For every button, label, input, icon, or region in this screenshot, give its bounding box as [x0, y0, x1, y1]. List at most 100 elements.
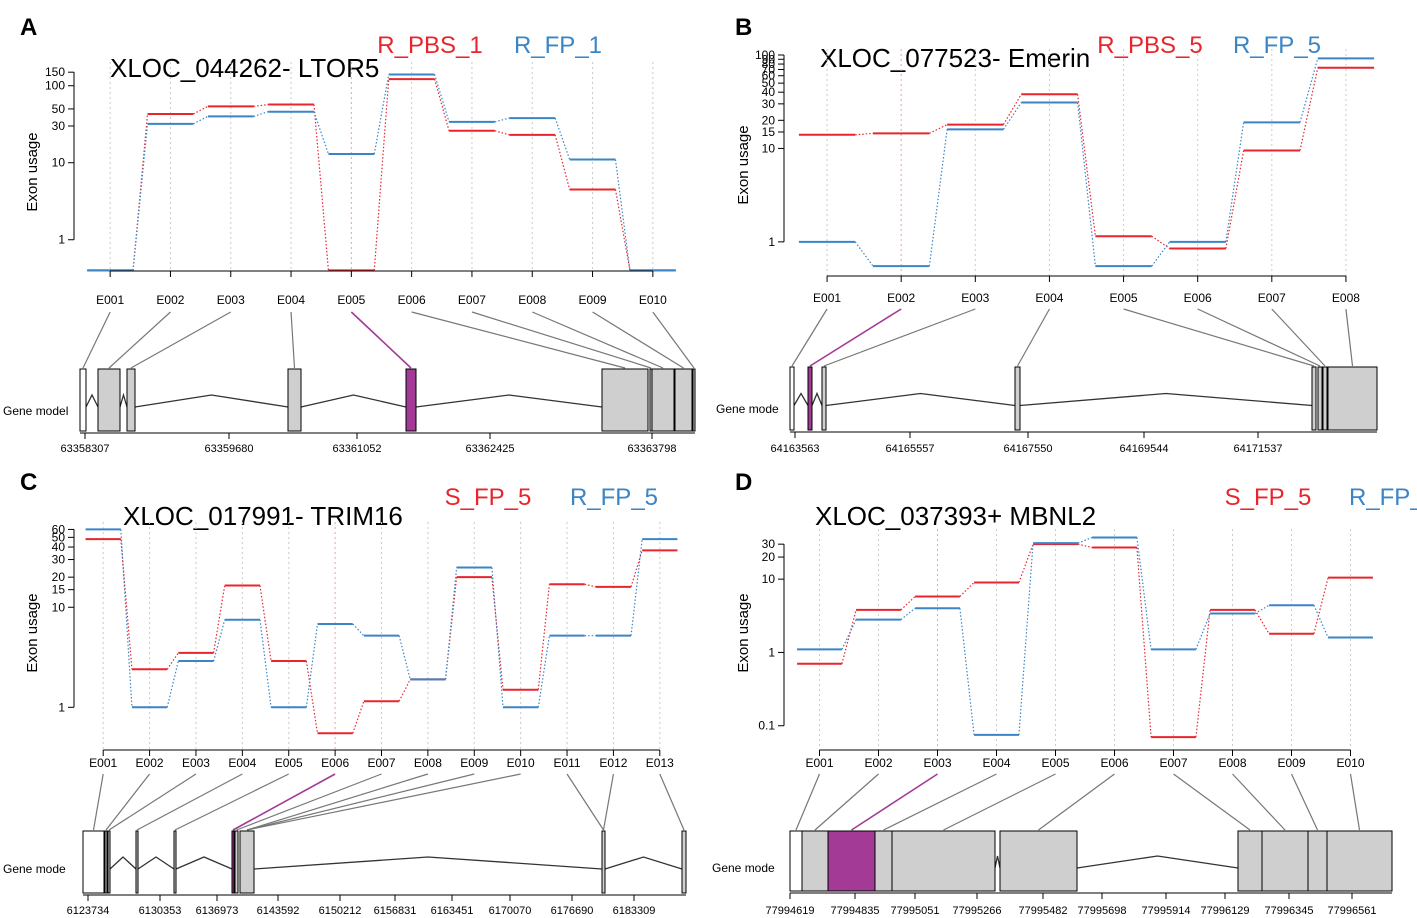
y-tick-label: 1 — [768, 235, 775, 249]
exon-label: E007 — [1159, 756, 1187, 770]
intron-line — [253, 856, 603, 870]
gene-model-exon — [1327, 366, 1378, 431]
usage-connector — [352, 701, 365, 734]
coord-label: 77996129 — [1201, 905, 1250, 917]
intron-line — [415, 394, 603, 408]
gene-model-exon — [821, 366, 827, 431]
exon-label: E005 — [1041, 756, 1069, 770]
usage-connector — [537, 584, 551, 690]
gene-model-exon — [405, 368, 417, 432]
usage-connector — [373, 74, 390, 155]
exon-label: E002 — [864, 756, 892, 770]
y-axis-label: Exon usage — [735, 593, 752, 672]
y-tick-label: 80 — [762, 57, 776, 71]
intron-line — [175, 856, 233, 870]
usage-connector — [554, 134, 571, 190]
series-R_FP_5 — [85, 528, 678, 709]
y-tick-label: 90 — [762, 52, 776, 66]
exon-label: E006 — [1184, 291, 1212, 305]
exon-label: E008 — [1332, 291, 1360, 305]
usage-connector — [212, 585, 226, 653]
exon-connector — [82, 311, 111, 369]
exon-label: E008 — [1218, 756, 1246, 770]
gene-model-exon — [891, 830, 996, 892]
usage-connector — [433, 78, 450, 131]
usage-connector — [630, 550, 643, 588]
gene-model-exon — [874, 830, 893, 892]
usage-connector — [1254, 604, 1270, 614]
y-tick-label: 100 — [755, 48, 775, 62]
exon-label: E006 — [1100, 756, 1128, 770]
usage-connector — [1077, 94, 1096, 237]
legend-entry: R_FP_5 — [1233, 32, 1321, 59]
usage-connector — [132, 113, 149, 271]
coord-label: 63358307 — [61, 443, 110, 455]
y-tick-label: 20 — [52, 570, 66, 584]
usage-connector — [1002, 102, 1022, 130]
gene-model-exon — [1237, 830, 1263, 892]
exon-label: E006 — [321, 756, 349, 770]
gene-model-exon — [79, 368, 87, 432]
exon-connector — [108, 773, 197, 831]
exon-connector — [290, 311, 296, 369]
exon-label: E011 — [553, 756, 580, 770]
exon-connector — [943, 773, 1056, 831]
series-S_FP_5 — [85, 538, 678, 735]
usage-connector — [213, 619, 226, 662]
gene-model-exon — [801, 830, 829, 892]
y-tick-label: 10 — [52, 156, 66, 170]
y-tick-label: 30 — [52, 119, 66, 133]
coord-label: 6170070 — [489, 905, 532, 917]
usage-connector — [841, 609, 857, 664]
exon-connector — [232, 773, 336, 831]
coord-label: 63361052 — [333, 443, 382, 455]
gene-model-exon — [601, 368, 649, 432]
usage-connector — [352, 623, 365, 637]
coord-label: 6156831 — [374, 905, 417, 917]
usage-connector — [253, 111, 269, 117]
gene-model-exon — [692, 368, 696, 432]
y-tick-label: 10 — [762, 572, 776, 586]
y-tick-label: 60 — [52, 522, 66, 536]
usage-connector — [444, 567, 458, 680]
gene-title: XLOC_037393+ MBNL2 — [815, 501, 1096, 531]
coord-label: 6130353 — [139, 905, 182, 917]
exon-label: E001 — [96, 293, 124, 307]
intron-line — [811, 391, 823, 406]
y-axis-label: Exon usage — [735, 125, 752, 204]
usage-connector — [1299, 58, 1319, 123]
legend-entry: R_PBS_5 — [1097, 32, 1202, 59]
exon-label: E005 — [337, 293, 365, 307]
coord-label: 6150212 — [319, 905, 362, 917]
exon-connector — [1173, 773, 1251, 831]
panel-letter: B — [735, 14, 752, 41]
usage-connector — [193, 105, 209, 115]
usage-connector — [1195, 613, 1211, 650]
exon-connector — [1290, 773, 1319, 831]
exon-connector — [532, 311, 664, 369]
gene-model-exon — [104, 830, 108, 894]
usage-connector — [433, 74, 450, 122]
gene-model-exon — [1307, 830, 1328, 892]
gene-title: XLOC_077523- Emerin — [820, 43, 1090, 73]
coord-label: 63363798 — [628, 443, 677, 455]
exon-connector — [1271, 308, 1326, 367]
exon-label: E003 — [923, 756, 951, 770]
y-tick-label: 60 — [762, 69, 776, 83]
usage-connector — [841, 619, 857, 650]
usage-connector — [1077, 543, 1093, 549]
usage-connector — [854, 241, 874, 267]
exon-label: E003 — [217, 293, 245, 307]
y-tick-label: 50 — [762, 76, 776, 90]
usage-connector — [1136, 537, 1152, 650]
exon-label: E010 — [507, 756, 535, 770]
usage-connector — [1077, 536, 1093, 544]
exon-label: E004 — [277, 293, 305, 307]
exon-connector — [246, 773, 429, 831]
coord-label: 6183309 — [613, 905, 656, 917]
coord-label: 64171537 — [1234, 443, 1283, 455]
gene-model-exon — [1311, 366, 1317, 431]
usage-connector — [1151, 241, 1171, 267]
